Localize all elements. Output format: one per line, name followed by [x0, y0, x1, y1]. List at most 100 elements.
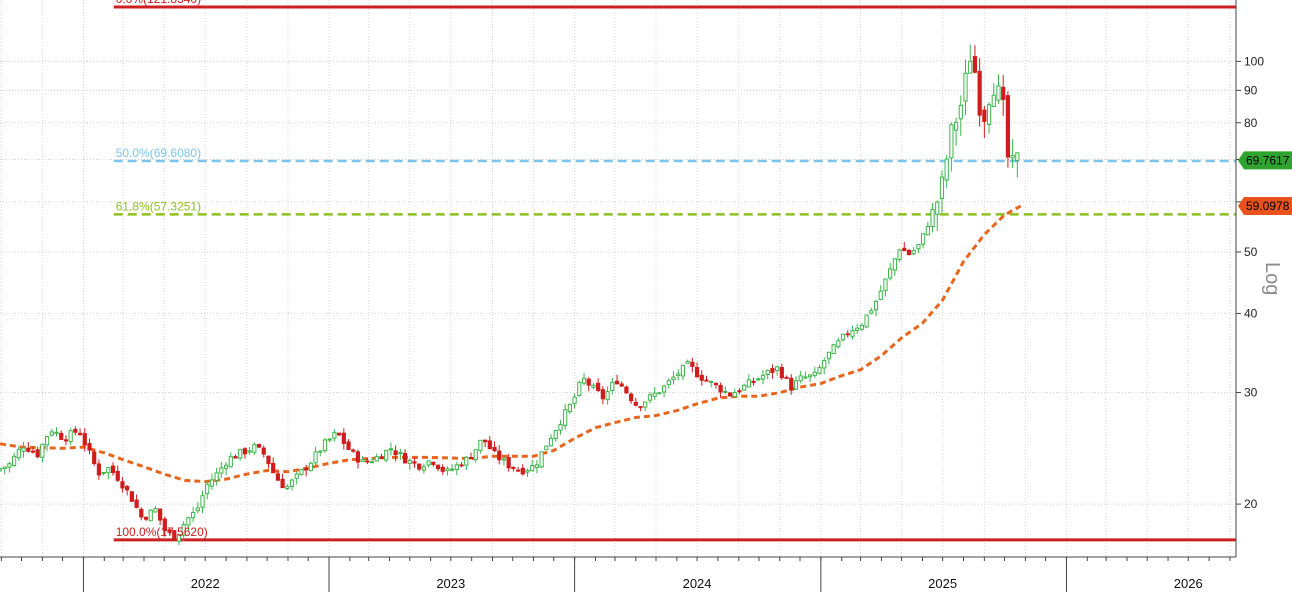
fibonacci-labels: 0.0%(121.8540) 50.0%(69.6080) 61.8%(57.325… [116, 0, 208, 539]
candle-body [63, 439, 69, 442]
candle-body [916, 244, 921, 250]
candle-body [68, 430, 73, 443]
candle-body [544, 445, 549, 451]
y-tick-label: 30 [1244, 386, 1258, 400]
candle-body [822, 360, 827, 369]
candle-body [294, 473, 299, 479]
candle-body [125, 485, 130, 491]
candle-body [87, 443, 92, 451]
fib-level-label: 61.8%(57.3251) [116, 199, 201, 213]
candle-body [563, 409, 568, 426]
candle-body [351, 449, 356, 452]
candle-body [426, 460, 431, 466]
candle-body [487, 440, 492, 450]
candle-body [167, 529, 172, 533]
candle-body [374, 456, 379, 462]
candle-body [332, 432, 337, 439]
candle-body [318, 450, 323, 453]
candle-body [784, 376, 789, 379]
candle-body [313, 451, 318, 464]
candle-body [996, 85, 1001, 101]
candle-body [271, 462, 276, 474]
candle-body [737, 390, 742, 393]
candle-body [671, 376, 676, 381]
fibonacci-levels [113, 5, 1236, 542]
grid-lines [0, 0, 1236, 557]
candle-body [558, 424, 563, 431]
candle-body [492, 446, 497, 452]
candle-body [360, 459, 365, 463]
y-tick-label: 90 [1244, 83, 1258, 97]
candle-body [200, 495, 205, 508]
candle-body [402, 452, 408, 464]
candle-body [530, 464, 535, 472]
candle-body [723, 390, 728, 393]
candle-body [12, 455, 17, 466]
candle-body [459, 464, 464, 467]
candle-body [520, 467, 525, 475]
candle-body [191, 512, 196, 519]
candle-body [242, 448, 248, 455]
candle-body [831, 344, 836, 355]
candle-body [949, 124, 954, 159]
candle-body [341, 432, 346, 444]
candle-body [775, 366, 780, 372]
year-label: 2026 [1174, 576, 1203, 591]
candle-body [2, 466, 7, 470]
year-label: 2023 [436, 576, 465, 591]
candle-body [892, 258, 897, 271]
candle-body [388, 448, 394, 451]
candle-body [450, 468, 455, 471]
candle-body [49, 431, 54, 436]
candle-body [369, 461, 375, 464]
candle-body [968, 60, 973, 74]
candle-body [473, 449, 478, 461]
candle-body [935, 201, 940, 215]
candle-body [577, 381, 582, 396]
candle-body [497, 450, 502, 461]
candle-body [515, 469, 521, 472]
candle-body [850, 330, 855, 337]
candle-body [803, 376, 808, 379]
candle-body [412, 461, 417, 464]
candle-body [572, 396, 577, 404]
fib-level-label: 0.0%(121.8540) [116, 0, 201, 6]
candle-body [445, 468, 450, 472]
candle-body [614, 380, 620, 385]
candle-body [1005, 95, 1011, 158]
candle-body [129, 491, 134, 502]
candle-body [591, 384, 596, 388]
candle-body [869, 310, 874, 314]
candle-body [77, 432, 83, 436]
candle-body [54, 431, 59, 434]
candle-body [647, 394, 653, 401]
candle-body [732, 391, 737, 398]
candle-body [605, 391, 610, 401]
candle-body [40, 443, 45, 458]
candle-body [238, 448, 243, 459]
candle-body [666, 380, 671, 385]
candle-body [143, 517, 149, 520]
candle-body [398, 452, 403, 455]
candle-body [421, 466, 426, 471]
candle-body [986, 104, 992, 125]
candle-body [661, 385, 667, 393]
y-axis: 20 30 40 50 80 90 100 [1235, 0, 1264, 557]
candle-body [355, 451, 361, 463]
candle-body [261, 447, 266, 455]
candle-body [176, 534, 182, 542]
candle-body [746, 379, 751, 388]
candle-body [162, 518, 167, 531]
candle-body [483, 439, 488, 443]
candle-body [304, 468, 309, 471]
candle-body [92, 451, 97, 465]
candle-body [327, 438, 332, 441]
candle-body [44, 436, 50, 446]
candle-body [539, 451, 544, 468]
candle-body [384, 449, 389, 461]
candle-body [982, 109, 987, 122]
moving-average-layer [0, 204, 1022, 484]
candle-body [148, 509, 153, 522]
candle-body [379, 456, 384, 460]
candle-body [873, 300, 879, 311]
